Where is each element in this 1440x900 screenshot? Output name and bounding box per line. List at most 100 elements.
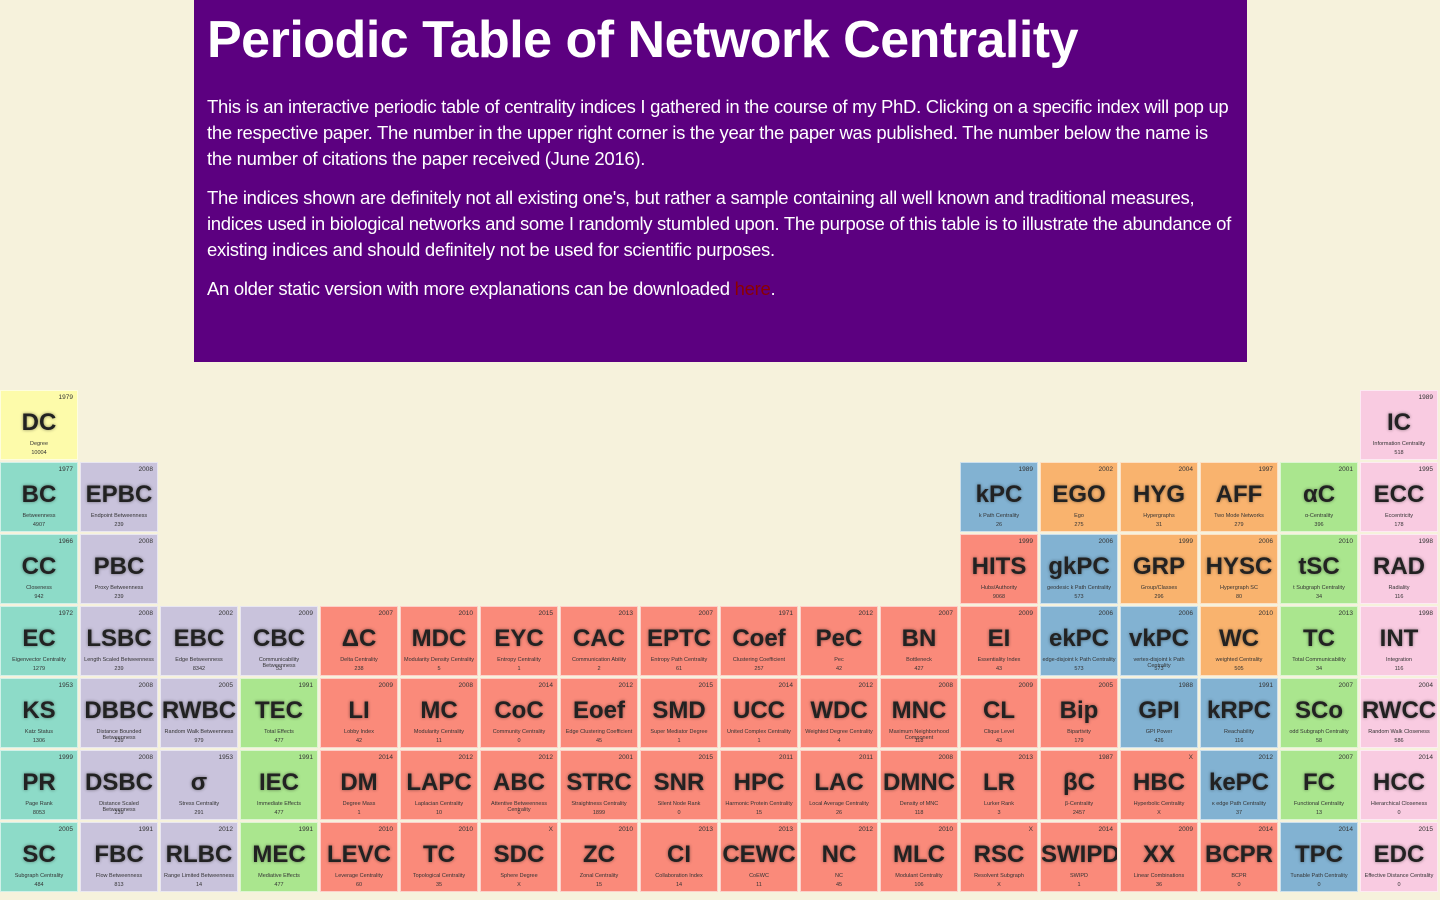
index-cell[interactable]: 2015 EYC Entropy Centrality 1 [480,606,558,676]
index-cell[interactable]: 2012 LAPC Laplacian Centrality 10 [400,750,478,820]
index-cell[interactable]: 2007 EPTC Entropy Path Centrality 61 [640,606,718,676]
index-cell[interactable]: 2015 SNR Silent Node Rank 0 [640,750,718,820]
index-cell[interactable]: 1999 PR Page Rank 8053 [0,750,78,820]
symbol: MLC [893,841,945,868]
index-cell[interactable]: 1989 IC Information Centrality 518 [1360,390,1438,460]
index-cell[interactable]: 2010 ZC Zonal Centrality 15 [560,822,638,892]
index-cell[interactable]: 2008 DMNC Density of MNC 118 [880,750,958,820]
index-cell[interactable]: 2009 CL Clique Level 43 [960,678,1038,748]
index-cell[interactable]: 2010 TC Topological Centrality 35 [400,822,478,892]
index-cell[interactable]: 2010 MDC Modularity Density Centrality 5 [400,606,478,676]
index-cell[interactable]: 2013 CI Collaboration Index 14 [640,822,718,892]
index-cell[interactable]: 2012 NC NC 45 [800,822,878,892]
index-cell[interactable]: 2006 vkPC vertex-disjoint k Path Centralit… [1120,606,1198,676]
index-cell[interactable]: 2001 αC α-Centrality 396 [1280,462,1358,532]
symbol: kRPC [1206,697,1272,724]
index-cell[interactable]: 2008 MNC Maximum Neighborhood Component 118 [880,678,958,748]
index-cell[interactable]: 1953 σ Stress Centrality 291 [160,750,238,820]
index-cell[interactable]: 1991 kRPC Reachability 116 [1200,678,1278,748]
index-cell[interactable]: 2009 XX Linear Combinations 36 [1120,822,1198,892]
citations: 239 [114,738,124,744]
index-cell[interactable]: 2007 ΔC Delta Centrality 238 [320,606,398,676]
index-cell[interactable]: 1991 IEC Immediate Effects 477 [240,750,318,820]
index-cell[interactable]: 1991 FBC Flow Betweenness 813 [80,822,158,892]
index-cell[interactable]: 2004 HYG Hypergraphs 31 [1120,462,1198,532]
index-cell[interactable]: 2001 STRC Straightness Centrality 1899 [560,750,638,820]
index-cell[interactable]: 2007 SCo odd Subgraph Centrality 58 [1280,678,1358,748]
index-cell[interactable]: 1991 TEC Total Effects 477 [240,678,318,748]
index-cell[interactable]: 2008 MC Modularity Centrality 11 [400,678,478,748]
index-cell[interactable]: 1991 MEC Mediative Effects 477 [240,822,318,892]
index-cell[interactable]: 2002 EGO Ego 275 [1040,462,1118,532]
index-cell[interactable]: 2005 Bip Bipartivity 179 [1040,678,1118,748]
index-cell[interactable]: X RSC Resolvent Subgraph X [960,822,1038,892]
index-cell[interactable]: 2002 EBC Edge Betweenness 8342 [160,606,238,676]
index-name: BCPR [1231,873,1247,879]
index-cell[interactable]: 1987 βC β-Centrality 2457 [1040,750,1118,820]
download-link[interactable]: here [734,278,771,299]
index-cell[interactable]: 2006 HYSC Hypergraph SC 80 [1200,534,1278,604]
index-cell[interactable]: 2013 CAC Communication Ability 2 [560,606,638,676]
index-cell[interactable]: 2015 EDC Effective Distance Centrality 0 [1360,822,1438,892]
index-cell[interactable]: 2008 PBC Proxy Betweenness 239 [80,534,158,604]
index-cell[interactable]: 2006 gkPC geodesic k Path Centrality 573 [1040,534,1118,604]
index-cell[interactable]: 2004 RWCC Random Walk Closeness 586 [1360,678,1438,748]
index-cell[interactable]: 1979 DC Degree 10004 [0,390,78,460]
index-cell[interactable]: 2011 HPC Harmonic Protein Centrality 15 [720,750,798,820]
index-cell[interactable]: 2008 LSBC Length Scaled Betweenness 239 [80,606,158,676]
index-cell[interactable]: 2009 LI Lobby Index 42 [320,678,398,748]
index-cell[interactable]: 2008 EPBC Endpoint Betweenness 239 [80,462,158,532]
index-cell[interactable]: 1989 kPC k Path Centrality 26 [960,462,1038,532]
index-cell[interactable]: 2015 SMD Super Mediator Degree 1 [640,678,718,748]
index-cell[interactable]: 2007 FC Functional Centrality 13 [1280,750,1358,820]
index-name: Attentive Betweenness Centrality [491,801,547,813]
index-cell[interactable]: 2012 PeC Pec 42 [800,606,878,676]
index-cell[interactable]: 1995 ECC Eccentricity 178 [1360,462,1438,532]
index-cell[interactable]: 2012 kePC κ edge Path Centrality 37 [1200,750,1278,820]
index-cell[interactable]: 2005 RWBC Random Walk Betweenness 979 [160,678,238,748]
index-cell[interactable]: 2014 HCC Hierarchical Closeness 0 [1360,750,1438,820]
index-cell[interactable]: 2008 DBBC Distance Bounded Betweenness 239 [80,678,158,748]
index-cell[interactable]: 2013 TC Total Communicability 34 [1280,606,1358,676]
year: 2012 [858,610,873,617]
index-cell[interactable]: 2010 MLC Modulant Centrality 106 [880,822,958,892]
index-cell[interactable]: 2014 UCC United Complex Centrality 1 [720,678,798,748]
index-cell[interactable]: 1998 INT Integration 116 [1360,606,1438,676]
index-cell[interactable]: 1998 RAD Radiality 116 [1360,534,1438,604]
index-cell[interactable]: 1977 BC Betweenness 4907 [0,462,78,532]
index-cell[interactable]: 2009 EI Essentiality Index 43 [960,606,1038,676]
index-cell[interactable]: 2012 Eoef Edge Clustering Coefficient 45 [560,678,638,748]
index-cell[interactable]: 2009 CBC Communicability Betweenness 53 [240,606,318,676]
index-cell[interactable]: X SDC Sphere Degree X [480,822,558,892]
index-cell[interactable]: 2014 SWIPD SWIPD 1 [1040,822,1118,892]
index-cell[interactable]: 2010 LEVC Leverage Centrality 60 [320,822,398,892]
index-name: vertex-disjoint k Path Centrality [1133,657,1185,669]
index-cell[interactable]: 2013 CEWC CoEWC 11 [720,822,798,892]
index-cell[interactable]: 1972 EC Eigenvector Centrality 1279 [0,606,78,676]
index-cell[interactable]: 1997 AFF Two Mode Networks 279 [1200,462,1278,532]
index-cell[interactable]: X HBC Hyperbolic Centrality X [1120,750,1198,820]
index-cell[interactable]: 2014 BCPR BCPR 0 [1200,822,1278,892]
index-cell[interactable]: 2012 RLBC Range Limited Betweenness 14 [160,822,238,892]
index-cell[interactable]: 2012 ABC Attentive Betweenness Centrality 0 [480,750,558,820]
index-cell[interactable]: 2005 SC Subgraph Centrality 484 [0,822,78,892]
index-cell[interactable]: 2012 WDC Weighted Degree Centrality 4 [800,678,878,748]
index-cell[interactable]: 1999 GRP Group/Classes 296 [1120,534,1198,604]
index-cell[interactable]: 2007 BN Bottleneck 427 [880,606,958,676]
index-cell[interactable]: 1988 GPI GPI Power 426 [1120,678,1198,748]
index-cell[interactable]: 2014 CoC Community Centrality 0 [480,678,558,748]
index-cell[interactable]: 2013 LR Lurker Rank 3 [960,750,1038,820]
index-cell[interactable]: 1999 HITS Hubs/Authority 9068 [960,534,1038,604]
index-cell[interactable]: 1953 KS Katz Status 1306 [0,678,78,748]
index-cell[interactable]: 2010 WC weighted Centrality 505 [1200,606,1278,676]
index-cell[interactable]: 1971 Coef Clustering Coefficient 257 [720,606,798,676]
index-cell[interactable]: 2014 DM Degree Mass 1 [320,750,398,820]
index-cell[interactable]: 2006 ekPC edge-disjoint k Path Centrality 5… [1040,606,1118,676]
citations: 58 [1315,738,1323,744]
index-cell[interactable]: 1966 CC Closeness 942 [0,534,78,604]
index-cell[interactable]: 2011 LAC Local Average Centrality 26 [800,750,878,820]
index-cell[interactable]: 2008 DSBC Distance Scaled Betweenness 239 [80,750,158,820]
index-cell[interactable]: 2010 tSC t Subgraph Centrality 34 [1280,534,1358,604]
index-cell[interactable]: 2014 TPC Tunable Path Centrality 0 [1280,822,1358,892]
symbol: MEC [252,841,306,868]
